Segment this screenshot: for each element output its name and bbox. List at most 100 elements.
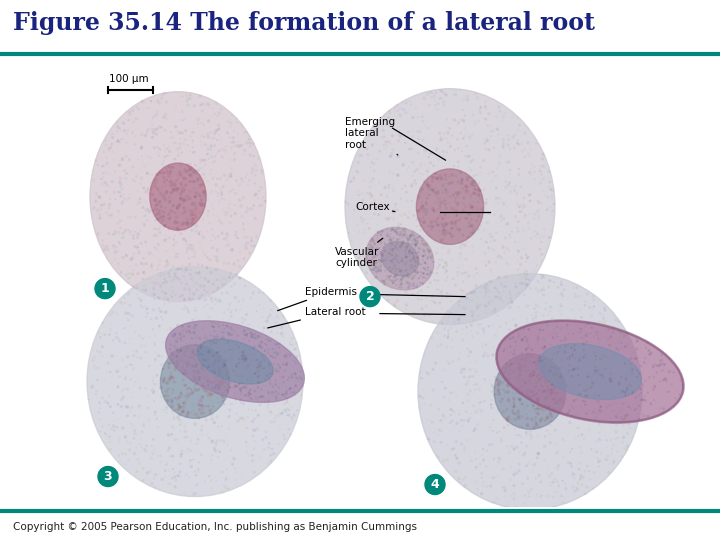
- Point: [96, 394, 108, 402]
- Point: [117, 154, 128, 163]
- Point: [253, 154, 265, 163]
- Point: [541, 299, 552, 308]
- Point: [363, 249, 374, 258]
- Point: [519, 128, 531, 137]
- Point: [552, 447, 564, 455]
- Point: [556, 491, 567, 500]
- Point: [164, 374, 176, 383]
- Point: [169, 394, 181, 402]
- Point: [518, 291, 530, 299]
- Point: [141, 205, 153, 214]
- Point: [239, 382, 251, 391]
- Point: [204, 123, 215, 132]
- Point: [590, 390, 601, 399]
- Point: [443, 329, 454, 338]
- Point: [234, 143, 246, 152]
- Point: [677, 381, 688, 389]
- Point: [184, 192, 195, 201]
- Point: [276, 310, 287, 319]
- Point: [256, 183, 267, 192]
- Point: [377, 227, 388, 235]
- Point: [220, 207, 232, 216]
- Point: [193, 468, 204, 476]
- Point: [374, 248, 386, 256]
- Point: [619, 332, 631, 340]
- Point: [367, 122, 379, 131]
- Point: [180, 381, 192, 390]
- Point: [180, 91, 192, 99]
- Point: [588, 370, 600, 379]
- Point: [443, 326, 454, 335]
- Point: [187, 136, 199, 145]
- Point: [210, 442, 222, 451]
- Point: [485, 401, 497, 409]
- Point: [438, 263, 449, 272]
- Point: [534, 404, 545, 413]
- Point: [438, 88, 449, 97]
- Point: [184, 164, 196, 172]
- Point: [408, 228, 419, 237]
- Point: [204, 389, 216, 398]
- Point: [455, 129, 467, 137]
- Point: [385, 230, 397, 238]
- Point: [538, 232, 549, 241]
- Point: [516, 349, 528, 357]
- Point: [252, 373, 264, 382]
- Point: [99, 330, 111, 339]
- Point: [428, 186, 439, 194]
- Point: [276, 322, 288, 330]
- Point: [549, 378, 561, 387]
- Point: [571, 321, 582, 329]
- Point: [460, 214, 472, 223]
- Point: [175, 230, 186, 238]
- Point: [256, 343, 267, 352]
- Point: [433, 256, 445, 265]
- Point: [409, 235, 420, 244]
- Point: [279, 351, 291, 360]
- Point: [578, 340, 590, 349]
- Point: [539, 387, 550, 395]
- Point: [513, 121, 525, 130]
- Point: [419, 310, 431, 319]
- Point: [613, 346, 624, 355]
- Point: [415, 204, 427, 213]
- Point: [570, 434, 581, 443]
- Point: [111, 333, 122, 342]
- Point: [608, 457, 619, 466]
- Point: [163, 466, 174, 475]
- Point: [526, 394, 537, 403]
- Point: [102, 367, 113, 376]
- Point: [498, 143, 509, 151]
- Point: [536, 343, 548, 352]
- Point: [197, 100, 208, 109]
- Point: [538, 334, 549, 343]
- Point: [446, 204, 458, 212]
- Point: [423, 184, 435, 192]
- Point: [420, 209, 432, 218]
- Point: [553, 379, 564, 387]
- Point: [535, 357, 546, 366]
- Point: [127, 312, 138, 320]
- Point: [186, 220, 198, 228]
- Point: [484, 293, 495, 301]
- Point: [168, 232, 180, 240]
- Point: [474, 222, 486, 231]
- Point: [277, 373, 289, 381]
- Point: [580, 298, 591, 306]
- Point: [203, 207, 215, 215]
- Point: [219, 360, 230, 369]
- Point: [269, 348, 281, 357]
- Point: [109, 167, 121, 176]
- Point: [405, 100, 417, 109]
- Point: [390, 203, 401, 212]
- Point: [594, 353, 606, 362]
- Point: [422, 254, 433, 262]
- Point: [175, 333, 186, 341]
- Point: [500, 272, 512, 281]
- Point: [130, 274, 142, 283]
- Point: [456, 184, 468, 193]
- Point: [240, 330, 251, 339]
- Point: [160, 392, 171, 400]
- Point: [230, 394, 242, 403]
- Point: [138, 203, 149, 212]
